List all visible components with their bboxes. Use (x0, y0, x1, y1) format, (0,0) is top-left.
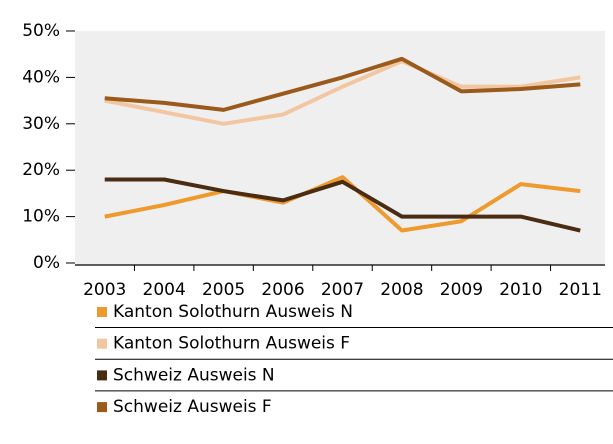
legend-swatch (97, 307, 107, 317)
legend-label: Kanton Solothurn Ausweis N (113, 302, 353, 322)
legend-swatch (97, 402, 107, 413)
line-series (104, 56, 581, 112)
y-tick-label: 0% (33, 253, 60, 273)
y-tick-label: 50% (22, 21, 60, 41)
x-tick-label: 2005 (202, 280, 245, 300)
y-tick-label: 30% (22, 114, 60, 134)
legend-swatch (97, 370, 107, 381)
plot-background (75, 31, 605, 265)
y-tick-label: 20% (22, 160, 60, 180)
legend-swatch (97, 338, 107, 349)
x-tick-label: 2003 (83, 280, 126, 300)
line-series (104, 59, 581, 126)
x-tick-label: 2008 (380, 280, 423, 300)
line-series (104, 177, 581, 233)
legend-label: Schweiz Ausweis N (113, 365, 275, 385)
x-tick-label: 2004 (143, 280, 186, 300)
y-tick-label: 10% (22, 207, 60, 227)
line-series (104, 175, 581, 233)
legend-label: Kanton Solothurn Ausweis F (113, 334, 350, 354)
x-tick-label: 2011 (559, 280, 602, 300)
x-tick-label: 2009 (440, 280, 483, 300)
x-tick-label: 2010 (499, 280, 542, 300)
x-tick-label: 2007 (321, 280, 364, 300)
legend-label: Schweiz Ausweis F (113, 397, 272, 417)
y-tick-label: 40% (22, 67, 60, 87)
x-tick-label: 2006 (261, 280, 304, 300)
